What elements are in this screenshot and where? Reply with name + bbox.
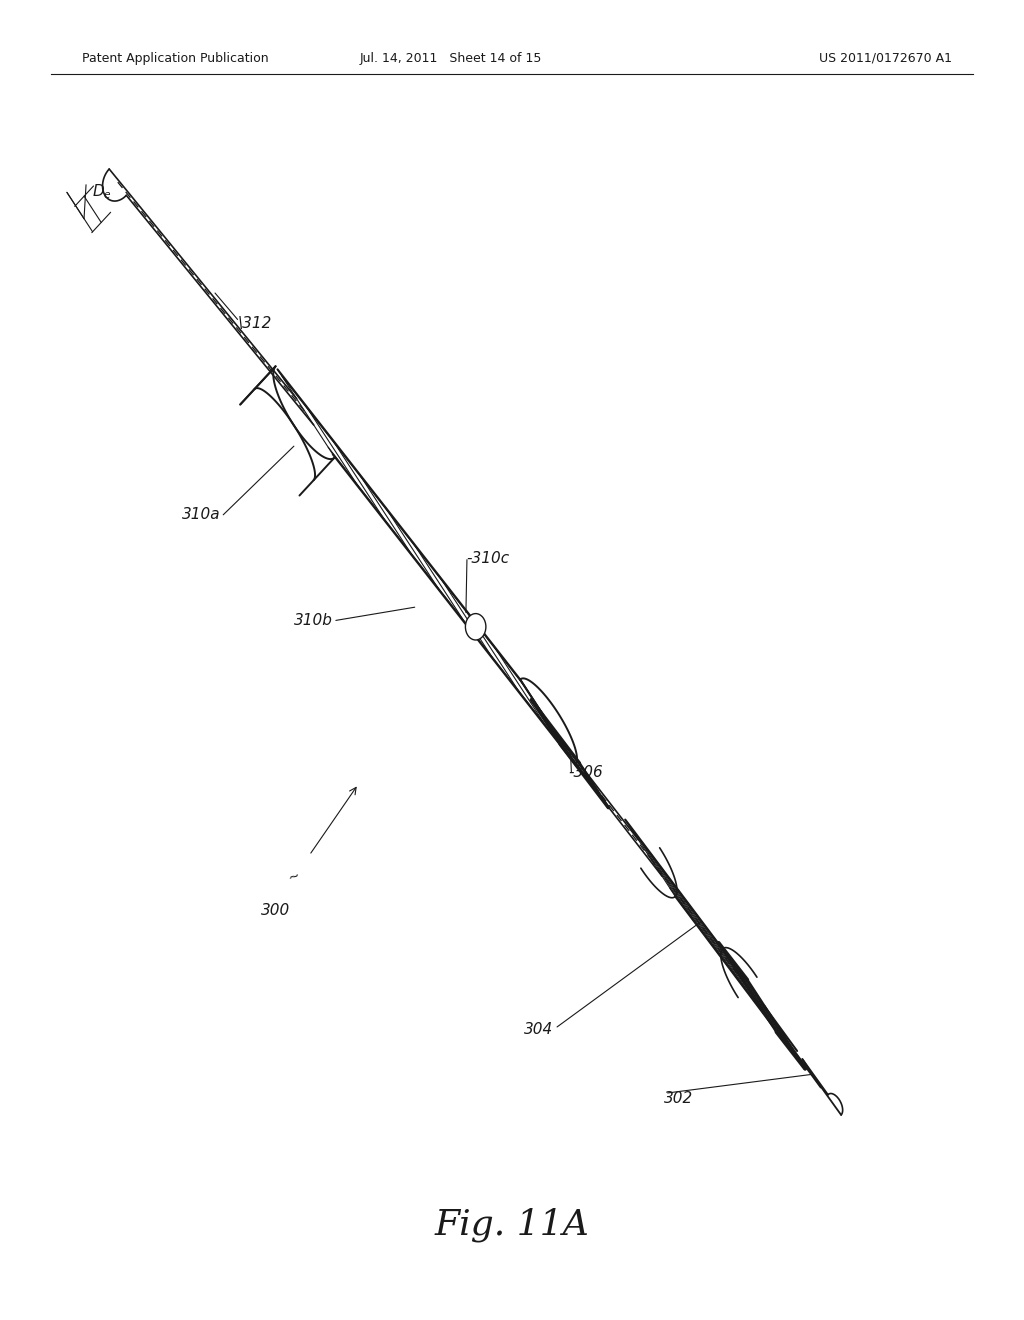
Circle shape [466,614,486,640]
Text: $D_e$: $D_e$ [92,182,112,201]
Text: Patent Application Publication: Patent Application Publication [82,51,268,65]
Text: 304: 304 [523,1022,553,1038]
Text: \312: \312 [238,315,272,331]
Text: 302: 302 [664,1090,693,1106]
Text: US 2011/0172670 A1: US 2011/0172670 A1 [819,51,952,65]
Text: Fig. 11A: Fig. 11A [434,1208,590,1242]
Text: -310c: -310c [466,550,509,566]
Text: Jul. 14, 2011   Sheet 14 of 15: Jul. 14, 2011 Sheet 14 of 15 [359,51,542,65]
Text: 310b: 310b [294,612,333,628]
Text: 310a: 310a [181,507,220,523]
Text: ~: ~ [286,869,302,884]
Text: 300: 300 [261,903,291,919]
Text: -306: -306 [568,764,603,780]
